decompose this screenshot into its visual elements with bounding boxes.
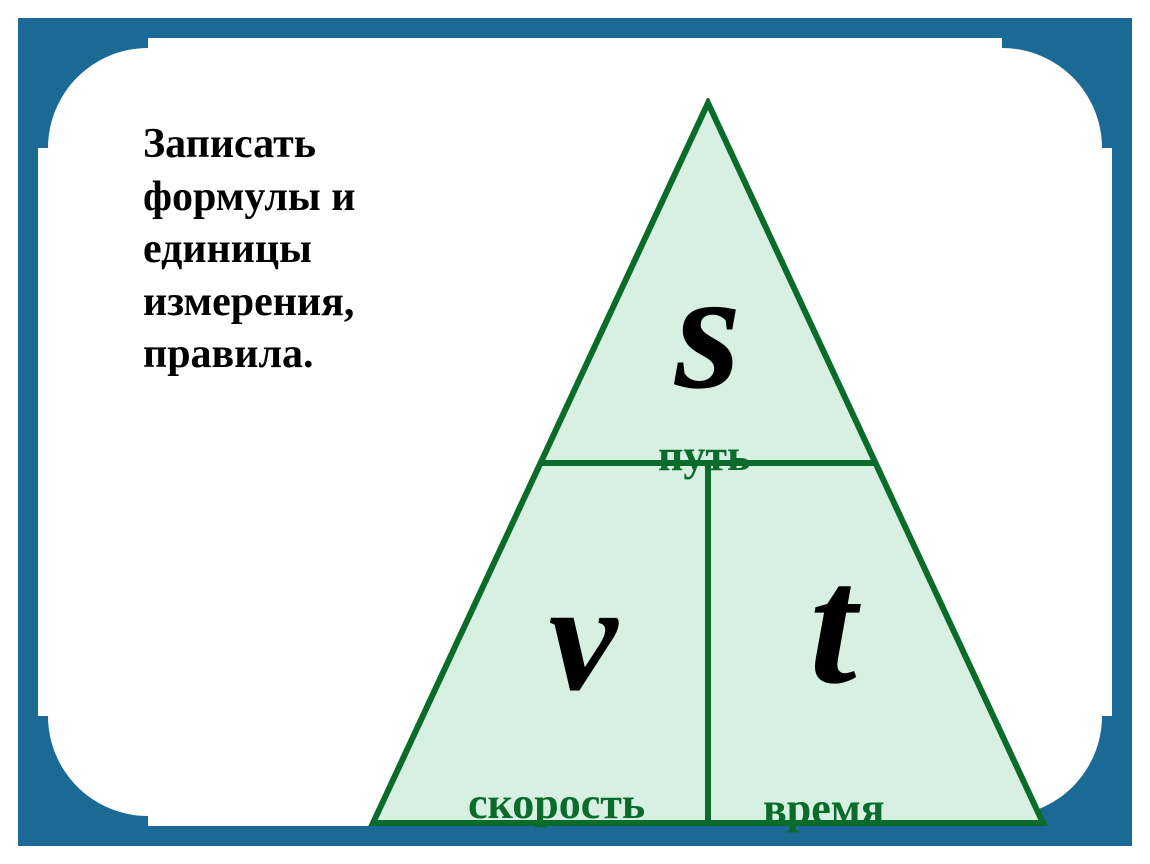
- decorative-frame: Записать формулы и единицы измерения, пр…: [18, 18, 1132, 846]
- symbol-speed: v: [468, 548, 698, 727]
- symbol-time: t: [718, 528, 948, 723]
- formula-triangle: s путь v скорость t время: [368, 98, 1048, 838]
- label-time: время: [763, 783, 885, 834]
- symbol-distance: s: [608, 233, 808, 428]
- corner-bottom-left: [18, 716, 148, 846]
- corner-top-left: [18, 18, 148, 148]
- label-distance: путь: [658, 430, 750, 481]
- label-speed: скорость: [468, 778, 645, 829]
